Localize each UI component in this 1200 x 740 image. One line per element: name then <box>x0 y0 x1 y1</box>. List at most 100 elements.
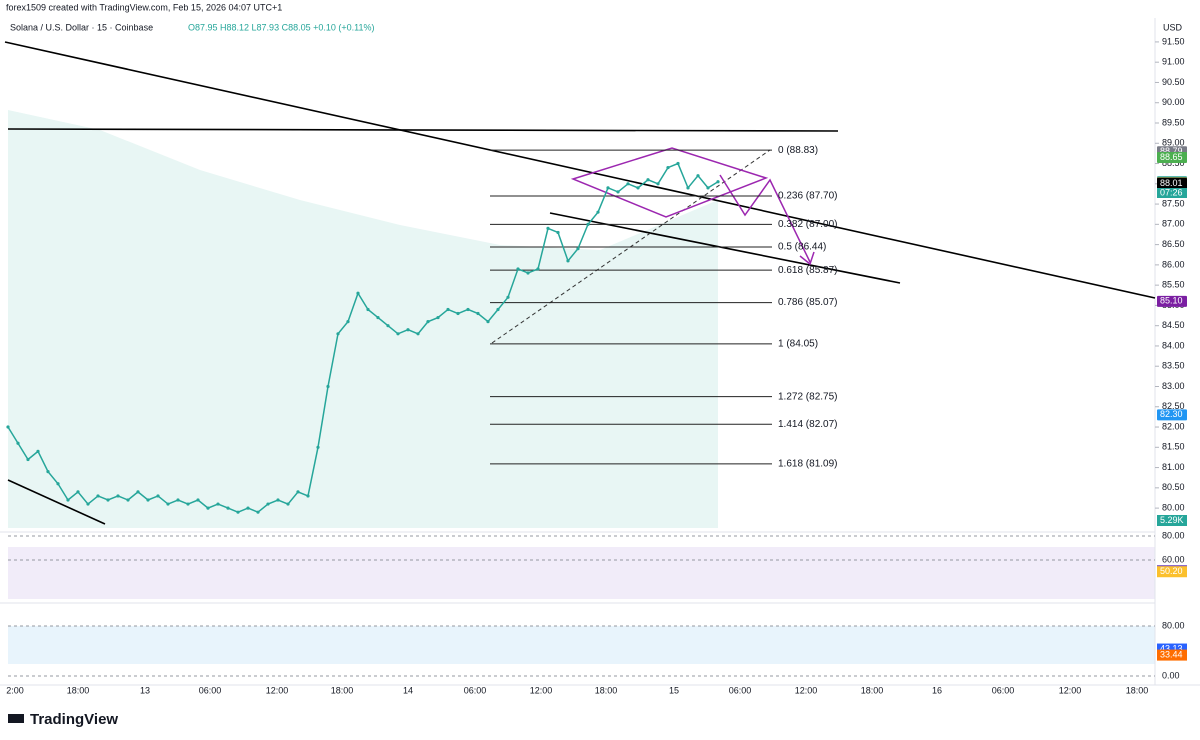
price-point <box>76 490 80 494</box>
x-tick-label: 06:00 <box>464 685 487 695</box>
author-line: forex1509 created with TradingView.com, … <box>6 2 282 12</box>
x-tick-label: 18:00 <box>595 685 618 695</box>
y-tick-label: 83.50 <box>1162 361 1185 371</box>
price-line <box>7 162 719 514</box>
price-point <box>386 324 390 328</box>
price-point <box>256 510 260 514</box>
countdown-badge <box>1157 188 1187 198</box>
x-tick-label: 06:00 <box>992 685 1015 695</box>
indicator-badge-label: 33.44 <box>1160 649 1183 659</box>
price-point <box>156 494 160 498</box>
price-point <box>426 320 430 324</box>
x-tick-label: 18:00 <box>67 685 90 695</box>
x-tick-label: 18:00 <box>861 685 884 695</box>
y-tick-label: 80.50 <box>1162 482 1185 492</box>
price-point <box>676 161 680 166</box>
price-point <box>286 502 290 506</box>
diamond-pattern <box>570 147 769 218</box>
x-tick-label: 18:00 <box>1126 685 1149 695</box>
x-tick-label: 06:00 <box>199 685 222 695</box>
fib-label: 0.382 (87.00) <box>778 219 838 230</box>
y-tick-label: 89.50 <box>1162 117 1185 127</box>
countdown: 07:26 <box>1160 187 1183 197</box>
x-tick-label: 18:00 <box>331 685 354 695</box>
indicator-badge <box>1157 643 1187 655</box>
price-point <box>246 506 250 510</box>
price-point <box>336 332 340 336</box>
y-tick-label: 83.00 <box>1162 381 1185 391</box>
price-point <box>356 291 360 295</box>
y-tick-label: 81.50 <box>1162 442 1185 452</box>
price-point <box>186 502 190 506</box>
cloud-fill <box>8 110 718 528</box>
price-point <box>446 307 450 312</box>
y-tick-label: 84.50 <box>1162 320 1185 330</box>
y-tick-label: 80.00 <box>1162 502 1185 512</box>
price-point <box>656 182 660 186</box>
price-badge-label: 88.65 <box>1160 152 1183 162</box>
indicator-tick-label: 80.00 <box>1162 620 1185 630</box>
price-badge <box>1157 177 1187 189</box>
price-point <box>536 267 540 271</box>
price-point <box>326 384 330 389</box>
resistance-line <box>7 128 839 132</box>
fib-label: 0.5 (86.44) <box>778 242 826 253</box>
price-badge <box>1157 295 1187 307</box>
price-point <box>556 230 560 235</box>
x-tick-label: 06:00 <box>729 685 752 695</box>
y-tick-label: 91.50 <box>1162 36 1185 46</box>
price-point <box>126 498 130 502</box>
price-point <box>236 510 240 514</box>
y-tick-label: 82.50 <box>1162 401 1185 411</box>
price-point <box>296 490 300 494</box>
brand: TradingView <box>8 711 118 728</box>
fib-label: 0 (88.83) <box>778 145 818 156</box>
symbol-line: Solana / U.S. Dollar · 15 · Coinbase <box>10 22 153 32</box>
price-point <box>376 315 380 320</box>
price-point <box>6 425 10 429</box>
y-tick-label: 90.50 <box>1162 77 1185 87</box>
price-point <box>36 449 40 453</box>
price-point <box>626 182 630 186</box>
y-tick-label: 87.50 <box>1162 198 1185 208</box>
brand-text: TradingView <box>30 711 118 728</box>
price-point <box>596 210 600 214</box>
x-tick-label: 12:00 <box>530 685 553 695</box>
y-tick-label: 89.00 <box>1162 138 1185 148</box>
price-point <box>696 174 700 178</box>
y-tick-label: 86.00 <box>1162 259 1185 269</box>
price-point <box>176 498 180 502</box>
volume-label: 5.29K <box>1160 515 1184 525</box>
price-point <box>216 502 220 506</box>
price-point <box>416 332 420 336</box>
x-tick-label: 12:00 <box>795 685 818 695</box>
trend-line <box>7 479 106 525</box>
price-point <box>546 226 550 230</box>
fib-label: 1 (84.05) <box>778 339 818 350</box>
price-point <box>136 490 140 494</box>
x-tick-label: 16 <box>932 685 942 695</box>
fib-label: 0.236 (87.70) <box>778 191 838 202</box>
indicator-badge <box>1157 566 1187 578</box>
price-point <box>366 307 370 312</box>
price-badge <box>1157 151 1187 163</box>
price-point <box>636 186 640 190</box>
price-point <box>306 494 310 498</box>
indicator-tick-label: 80.00 <box>1162 530 1185 540</box>
price-point <box>576 247 580 251</box>
arrow-head <box>799 251 815 266</box>
price-point <box>26 457 30 462</box>
price-point <box>566 259 570 263</box>
price-point <box>496 307 500 312</box>
fib-label: 0.786 (85.07) <box>778 297 838 308</box>
trend-line <box>4 41 1156 299</box>
price-point <box>646 178 650 182</box>
ohlc: O87.95 H88.12 L87.93 C88.05 +0.10 (+0.11… <box>188 22 374 32</box>
price-point <box>486 320 490 324</box>
fib-label: 0.618 (85.87) <box>778 265 838 276</box>
y-tick-label: 90.00 <box>1162 97 1185 107</box>
logo <box>8 714 24 723</box>
price-point <box>146 498 150 502</box>
price-point <box>666 165 670 170</box>
